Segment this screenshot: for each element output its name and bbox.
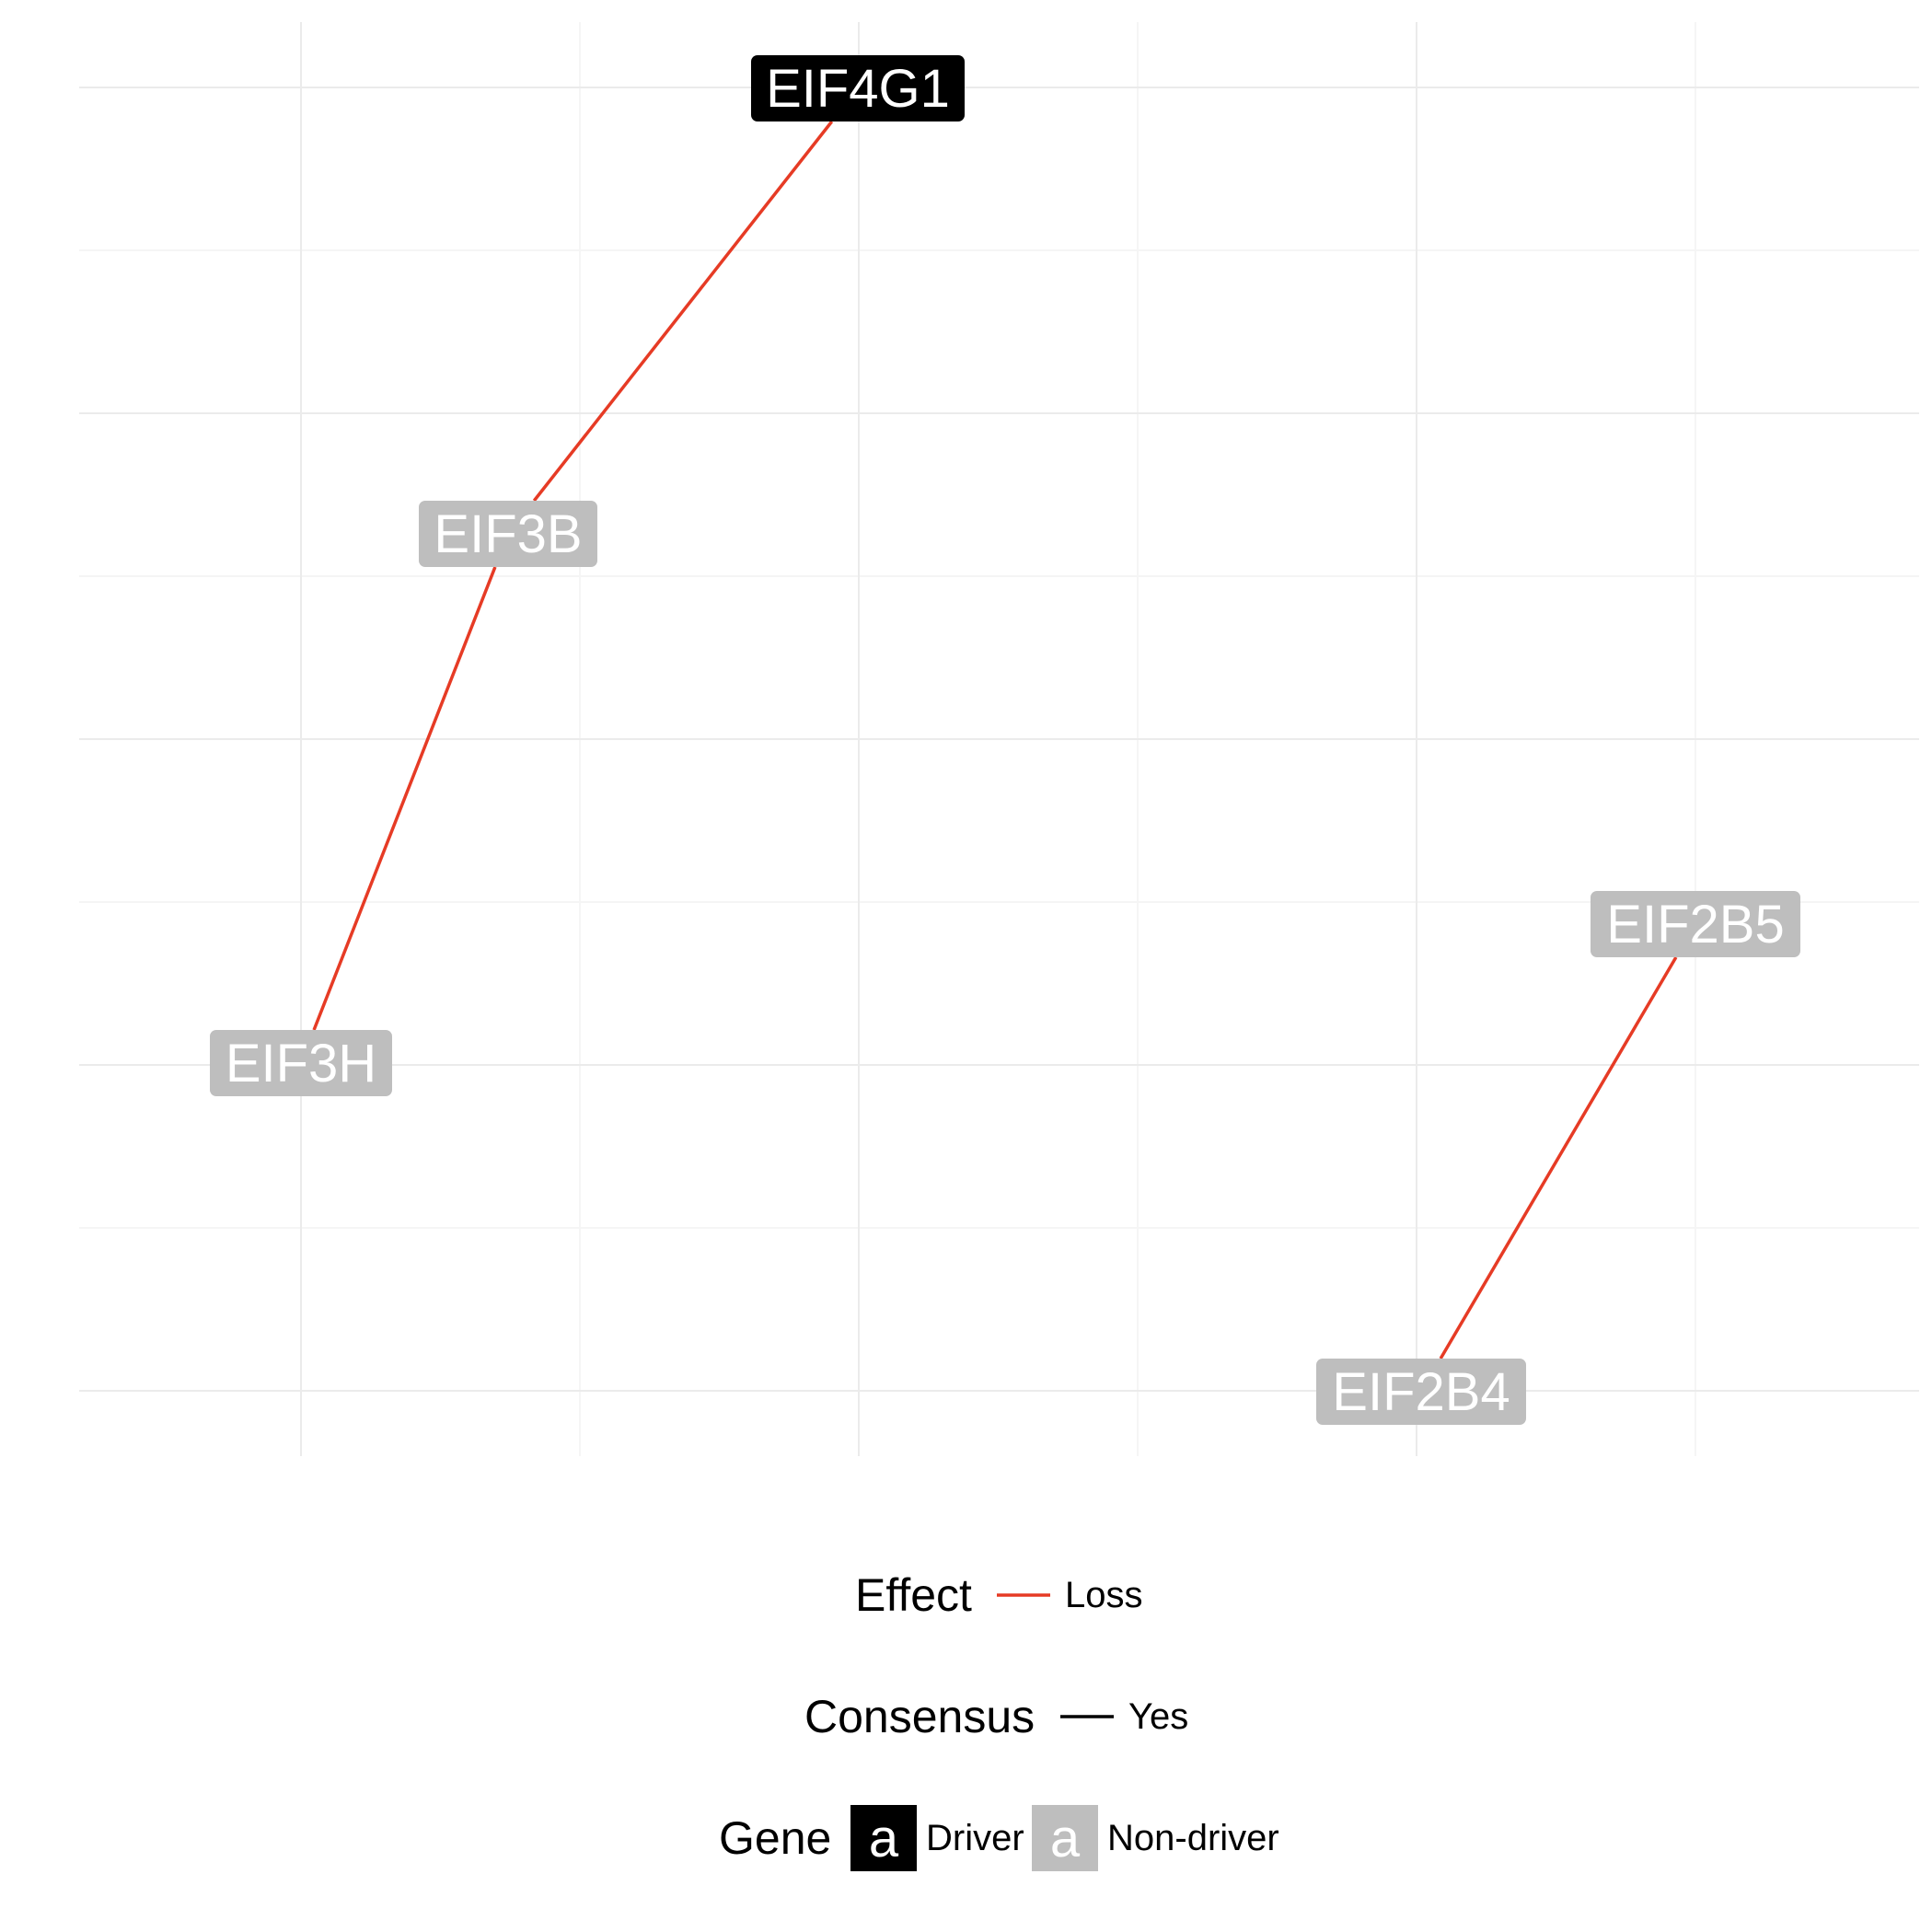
node-label-text: EIF3B — [434, 504, 582, 564]
node-label-text: EIF3H — [226, 1034, 376, 1093]
legend-gene-driver-glyph: a — [869, 1809, 899, 1868]
edge-eif3b-eif3h — [312, 566, 497, 1031]
edge-eif4g1-eif3b — [532, 120, 834, 503]
edge-eif2b5-eif2b4 — [1439, 956, 1678, 1359]
node-label-text: EIF4G1 — [766, 59, 950, 119]
node-eif4g1: EIF4G1 — [751, 55, 965, 121]
legend-consensus-title: Consensus — [804, 1691, 1035, 1742]
node-eif2b5: EIF2B5 — [1591, 891, 1800, 957]
node-label-text: EIF2B5 — [1606, 895, 1784, 954]
node-label-box — [1316, 1359, 1526, 1425]
legend-gene-driver-key — [850, 1805, 917, 1871]
nodes: EIF4G1 EIF3B EIF3H EIF2B5 EIF2B4 — [210, 55, 1800, 1425]
node-eif3h: EIF3H — [210, 1030, 392, 1096]
legend-consensus: Consensus Yes — [804, 1691, 1188, 1742]
legend-gene: Gene a Driver a Non-driver — [719, 1805, 1279, 1871]
node-label-box — [419, 501, 597, 567]
edges — [312, 120, 1678, 1359]
legend-gene-driver-label: Driver — [926, 1818, 1024, 1858]
legend-effect-title: Effect — [855, 1569, 972, 1621]
node-label-box — [751, 55, 965, 121]
legend-gene-nondriver-key — [1032, 1805, 1098, 1871]
grid-lines — [79, 22, 1919, 1456]
node-label-box — [1591, 891, 1800, 957]
legend-consensus-label: Yes — [1128, 1696, 1188, 1737]
legend-effect-label: Loss — [1065, 1575, 1143, 1615]
legend-gene-nondriver-label: Non-driver — [1107, 1818, 1279, 1858]
legend-gene-title: Gene — [719, 1812, 831, 1864]
node-eif2b4: EIF2B4 — [1316, 1359, 1526, 1425]
node-label-box — [210, 1030, 392, 1096]
node-eif3b: EIF3B — [419, 501, 597, 567]
node-label-text: EIF2B4 — [1332, 1362, 1510, 1422]
legend-effect: Effect Loss — [855, 1569, 1143, 1621]
legend: Effect Loss Consensus Yes Gene a Driver … — [719, 1569, 1279, 1871]
legend-gene-nondriver-glyph: a — [1050, 1809, 1081, 1868]
